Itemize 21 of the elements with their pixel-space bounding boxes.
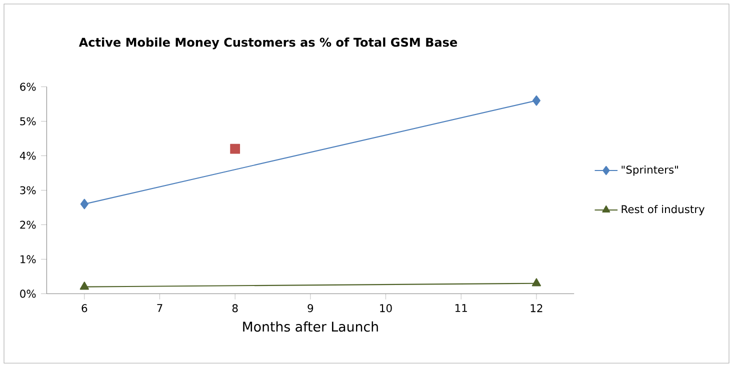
x-tick-label: 12 bbox=[530, 304, 542, 312]
point bbox=[532, 95, 540, 106]
x-tick-label: 7 bbox=[157, 304, 162, 312]
chart-title: Active Mobile Money Customers as % of Total GSM Base bbox=[78, 37, 458, 50]
y-tick-label: 6% bbox=[20, 82, 36, 91]
x-axis-title: Months after Launch bbox=[243, 321, 378, 332]
legend-label: Rest of industry bbox=[622, 204, 705, 216]
y-tick-label: 4% bbox=[20, 152, 36, 160]
x-tick-label: 6 bbox=[82, 304, 88, 312]
y-tick-label: 3% bbox=[20, 186, 36, 194]
y-tick-label: 2% bbox=[20, 220, 36, 229]
x-tick-label: 10 bbox=[380, 304, 392, 312]
x-tick-label: 9 bbox=[308, 304, 314, 312]
point bbox=[80, 198, 88, 210]
y-tick-label: 5% bbox=[20, 117, 36, 126]
legend-label: "Sprinters" bbox=[622, 165, 678, 176]
x-tick-label: 11 bbox=[455, 304, 467, 312]
y-tick-label: 1% bbox=[20, 255, 36, 264]
point bbox=[230, 144, 240, 154]
x-tick-label: 8 bbox=[232, 304, 238, 312]
y-tick-label: 0% bbox=[20, 290, 36, 298]
